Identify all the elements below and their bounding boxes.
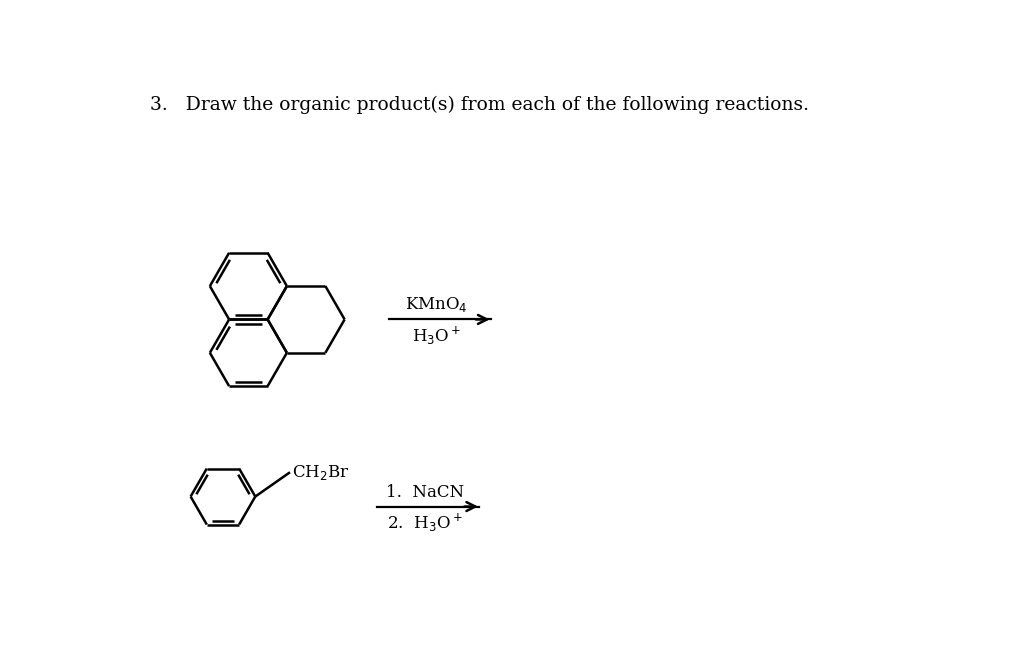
Text: 2.  H$_3$O$^+$: 2. H$_3$O$^+$	[387, 512, 463, 534]
Text: 3.   Draw the organic product(s) from each of the following reactions.: 3. Draw the organic product(s) from each…	[150, 96, 809, 114]
Text: CH$_2$Br: CH$_2$Br	[292, 463, 350, 482]
Text: H$_3$O$^+$: H$_3$O$^+$	[412, 325, 461, 347]
Text: 1.  NaCN: 1. NaCN	[386, 484, 464, 501]
Text: KMnO$_4$: KMnO$_4$	[406, 295, 468, 314]
